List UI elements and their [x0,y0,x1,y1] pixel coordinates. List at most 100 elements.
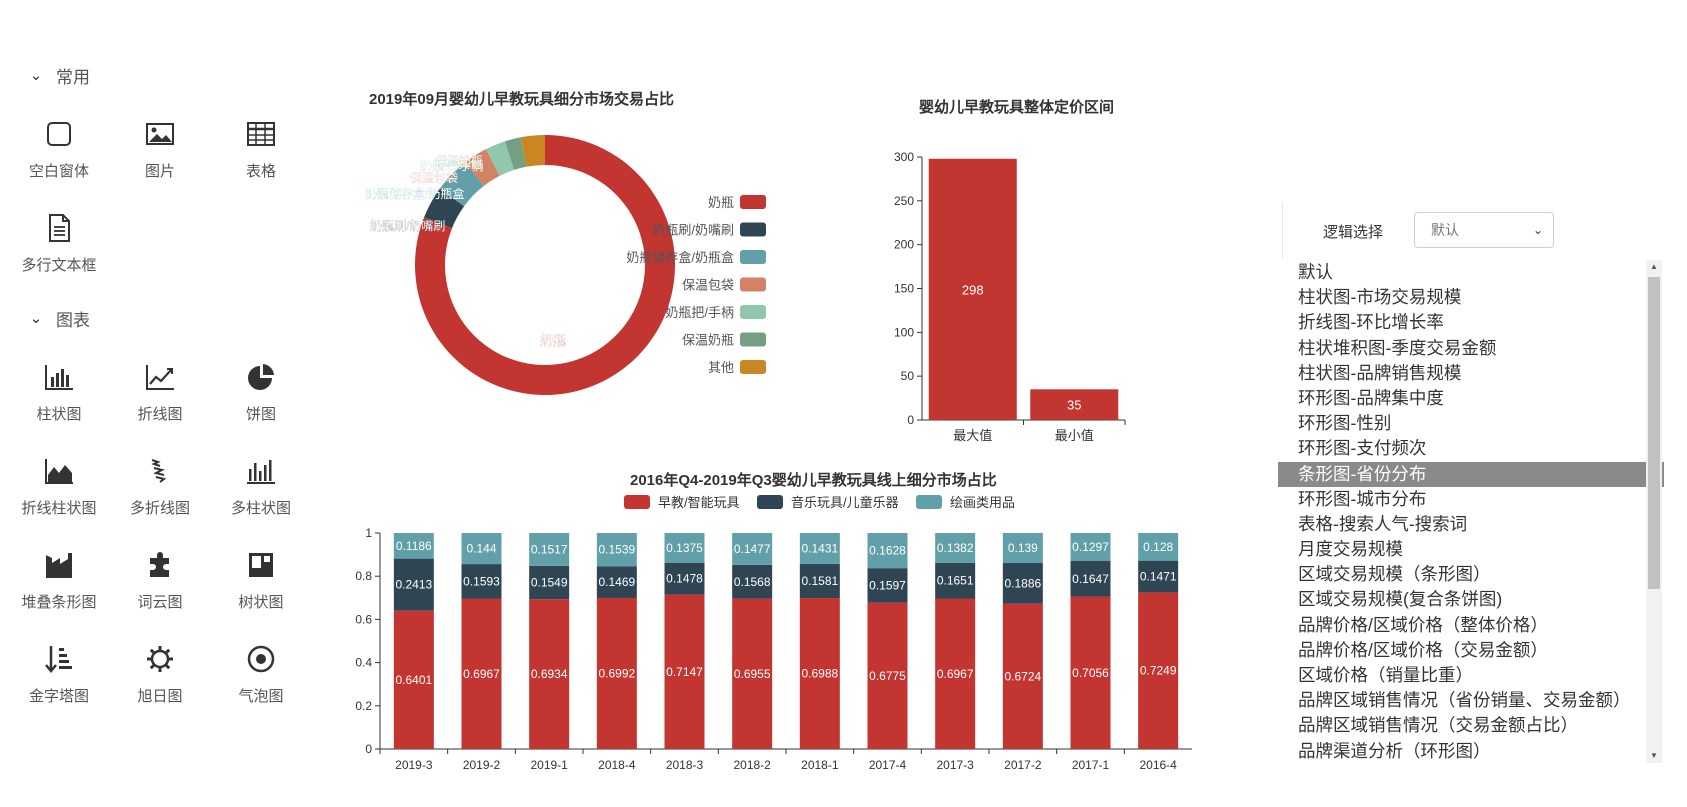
stack-value-label: 0.1549 [531,575,568,589]
tool-multi-line-chart[interactable]: 多折线图 [110,451,210,531]
stack-segment [799,598,840,749]
y-tick-label: 0.6 [355,612,372,626]
tool-image[interactable]: 图片 [110,114,210,194]
donut-legend-label: 其他 [708,360,734,375]
stack-value-label: 0.1297 [1072,540,1109,554]
x-tick-label: 2017-4 [869,758,907,772]
donut-slice-label: 奶瓶储存盒/奶瓶盒 [365,186,464,201]
donut-legend-label: 保温包袋 [682,278,734,293]
y-tick-label: 200 [894,238,914,252]
stack-value-label: 0.1375 [666,541,703,555]
tool-blank-window[interactable]: 空白窗体 [9,114,109,194]
tool-label: 树状图 [238,594,284,611]
word-cloud-icon [142,547,178,583]
logic-option[interactable]: 品牌区域销售情况（交易金额占比） [1298,715,1578,736]
tool-label: 饼图 [245,406,276,423]
logic-option[interactable]: 环形图-支付频次 [1298,438,1427,459]
stack-segment [935,562,976,599]
y-tick-label: 0.2 [355,699,372,713]
logic-option[interactable]: 品牌价格/区域价格（交易金额） [1298,639,1548,660]
donut-legend-swatch [740,332,766,347]
scrollbar-thumb[interactable] [1648,277,1660,589]
y-tick-label: 1 [365,526,372,540]
donut-chart: 奶瓶奶瓶刷/奶嘴刷奶瓶储存盒/奶瓶盒保温包袋奶瓶把/手柄保温奶瓶其他奶瓶奶瓶刷/… [365,135,766,395]
y-tick-label: 0.4 [355,656,372,670]
logic-option[interactable]: 条形图-省份分布 [1278,461,1664,487]
tool-stacked-bar-chart[interactable]: 堆叠条形图 [9,545,109,625]
tool-label: 堆叠条形图 [21,594,97,611]
bubble-icon [243,641,279,677]
donut-legend-swatch [740,250,766,264]
donut-slice-label: 保温包袋 [410,171,458,185]
logic-option[interactable]: 折线图-环比增长率 [1298,312,1444,333]
stack-segment [596,533,637,567]
tool-sunburst-chart[interactable]: 旭日图 [110,639,210,719]
logic-option[interactable]: 区域价格（销量比重） [1298,665,1473,685]
stack-segment [461,564,502,599]
logic-option[interactable]: 环形图-城市分布 [1298,488,1427,509]
donut-legend-label: 奶瓶储存盒/奶瓶盒 [626,250,734,265]
area-chart-icon [41,453,77,489]
logic-option[interactable]: 区域交易规模（条形图） [1298,564,1491,585]
tool-line-bar-chart[interactable]: 折线柱状图 [9,451,109,531]
logic-option[interactable]: 月度交易规模 [1298,539,1403,560]
stack-segment [529,533,570,566]
logic-option[interactable]: 品牌价格/区域价格（整体价格） [1298,614,1548,635]
chevron-down-icon: ⌄ [1532,223,1543,237]
tool-line-chart[interactable]: 折线图 [110,357,210,437]
logic-option[interactable]: 柱状图-市场交易规模 [1298,287,1462,308]
logic-option[interactable]: 柱状图-品牌销售规模 [1298,362,1462,383]
tool-multi-bar-chart[interactable]: 多柱状图 [211,451,311,531]
donut-legend-swatch [740,195,766,209]
tool-bar-chart[interactable]: 柱状图 [9,357,109,437]
logic-option[interactable]: 默认 [1298,262,1333,282]
tool-pyramid-chart[interactable]: 金字塔图 [9,639,109,719]
logic-option[interactable]: 环形图-性别 [1298,413,1392,434]
logic-options-list[interactable]: 默认柱状图-市场交易规模 折线图-环比增长率柱状堆积图-季度交易金额 柱状图-品牌销… [1278,260,1664,763]
logic-select-dropdown[interactable]: 默认 ⌄ [1414,212,1554,248]
stack-value-label: 0.7147 [666,665,703,679]
pyramid-icon [41,641,77,677]
logic-option[interactable]: 品牌区域销售情况（省份销量、交易金额） [1298,690,1631,711]
tool-label: 词云图 [137,594,183,611]
panel-divider [1282,202,1283,258]
tool-word-cloud[interactable]: 词云图 [110,545,210,625]
stack-legend-swatch [916,495,942,509]
multi-line-icon [142,453,178,489]
logic-option[interactable]: 品牌渠道分析（环形图） [1298,740,1491,761]
x-tick-label: 2019-1 [530,758,568,772]
tool-label: 表格 [245,163,276,180]
stack-value-label: 0.6967 [463,667,500,681]
tool-label: 金字塔图 [28,688,89,705]
section-header-common[interactable]: ⌄ 常用 [28,63,90,87]
y-tick-label: 50 [901,369,915,383]
stack-value-label: 0.1597 [869,578,906,592]
logic-option[interactable]: 表格-搜索人气-搜索词 [1298,513,1468,534]
tool-table[interactable]: 表格 [211,114,311,194]
x-tick-label: 2016-4 [1139,758,1177,772]
stack-segment [799,533,840,564]
stack-legend-label: 绘画类用品 [950,495,1015,510]
logic-option[interactable]: 柱状堆积图-季度交易金额 [1298,337,1497,358]
tool-bubble-chart[interactable]: 气泡图 [211,639,311,719]
tool-label: 空白窗体 [28,163,89,180]
donut-slice [439,162,484,207]
tool-pie-chart[interactable]: 饼图 [211,357,311,437]
stack-segment [935,598,976,749]
stacked-bar-icon [41,547,77,583]
donut-legend-swatch [740,222,766,237]
stack-segment [393,533,434,559]
scroll-down-icon[interactable]: ▼ [1650,751,1658,760]
stack-segment [461,533,502,565]
y-tick-label: 0 [907,413,914,427]
tool-multiline-textbox[interactable]: 多行文本框 [9,208,109,288]
logic-option[interactable]: 环形图-品牌集中度 [1298,387,1444,408]
section-header-charts[interactable]: ⌄ 图表 [28,306,90,330]
donut-legend-swatch [740,277,766,292]
donut-legend-label: 奶瓶把/手柄 [665,305,734,320]
stack-segment [867,602,908,749]
scroll-up-icon[interactable]: ▲ [1650,262,1658,271]
logic-option[interactable]: 区域交易规模(复合条饼图) [1298,589,1503,610]
tool-treemap[interactable]: 树状图 [211,545,311,625]
donut-slice [520,135,545,167]
